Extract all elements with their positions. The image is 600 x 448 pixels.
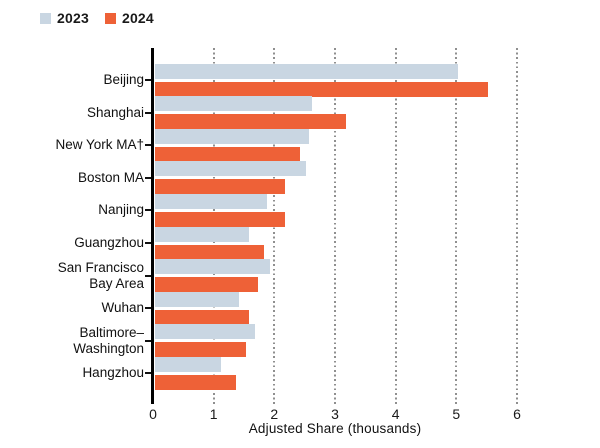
category-label-shanghai: Shanghai [86,104,144,120]
category-label-hangzhou: Hangzhou [82,365,144,381]
bar-2024-hangzhou [154,374,237,390]
category-label-wuhan: Wuhan [101,300,144,316]
x-tick-label: 6 [513,406,521,422]
y-axis-line [151,48,154,404]
bar-2024-nanjing [154,211,285,227]
category-label-guangzhou: Guangzhou [74,235,144,250]
bar-2023-wuhan [154,291,240,307]
bar-2023-hangzhou [154,356,222,372]
bar-2024-new-york-ma [154,146,301,162]
x-tick-label: 2 [270,406,279,422]
bar-2023-guangzhou [154,226,249,242]
bar-2023-baltimore-washington [154,324,255,340]
legend-item-2023: 2023 [40,10,89,26]
legend-label: 2023 [57,10,89,26]
category-label-nanjing: Nanjing [98,202,144,218]
category-tick-new-york-ma [145,144,151,147]
gridline-x-5 [455,48,458,404]
x-tick-label: 1 [209,406,218,422]
legend-label: 2024 [121,10,154,26]
category-tick-shanghai [145,111,151,114]
x-tick-label: 5 [452,406,461,422]
bar-2023-nanjing [154,193,267,209]
category-tick-nanjing [145,209,151,212]
bar-2024-guangzhou [154,244,264,260]
gridline-x-3 [334,48,336,404]
legend-swatch-2024 [104,12,116,24]
bar-2024-shanghai [154,114,346,130]
legend-swatch-2023 [40,12,51,24]
category-tick-wuhan [145,307,151,310]
bar-2024-boston-ma [154,179,285,195]
category-label-new-york-ma: New York MA† [55,137,144,153]
bar-2023-boston-ma [154,161,307,177]
x-tick-label: 4 [391,406,400,422]
bar-2024-wuhan [154,309,249,325]
category-label-boston-ma: Boston MA [77,169,144,185]
x-tick-label: 3 [331,406,339,422]
category-label-san-francisco-bay-area: San Francisco Bay Area [57,259,144,291]
gridline-x-6 [516,48,518,404]
legend-item-2024: 2024 [104,10,154,26]
bar-2024-baltimore-washington [154,342,246,358]
category-tick-hangzhou [145,372,151,375]
bar-2024-beijing [154,81,489,97]
category-tick-guangzhou [145,242,151,244]
bar-2023-beijing [154,63,458,79]
category-tick-baltimore-washington [145,339,151,342]
bar-2023-shanghai [154,96,313,112]
category-label-beijing: Beijing [103,72,144,87]
category-tick-boston-ma [145,176,151,179]
category-tick-san-francisco-bay-area [145,274,151,277]
category-label-baltimore-washington: Baltimore– Washington [73,324,144,356]
x-tick-label: 0 [149,406,157,422]
plot-area: 0 1 2 3 4 5 6 Beijing Shanghai New York MA† Boston… [55,48,521,422]
bar-2023-new-york-ma [154,128,310,144]
x-axis-title: Adjusted Share (thousands) [248,421,422,436]
legend: 2023 2024 [40,10,154,26]
category-tick-beijing [145,79,151,81]
bar-2024-san-francisco-bay-area [154,277,258,293]
bar-2023-san-francisco-bay-area [154,259,270,275]
gridline-x-4 [394,48,397,404]
